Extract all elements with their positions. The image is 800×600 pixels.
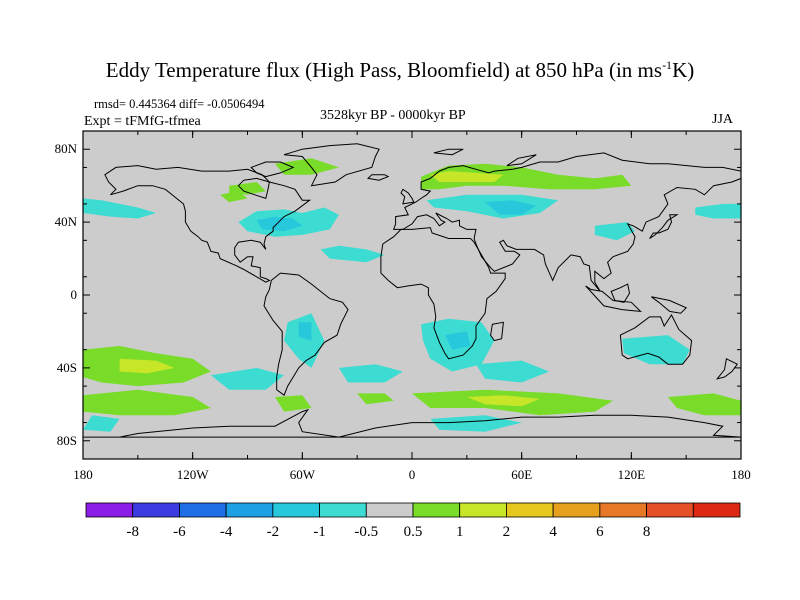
season-label: JJA [712,112,734,127]
colorbar-swatch [552,502,601,518]
neg-patch-south-atlantic [338,364,403,383]
colorbar-label: 1 [456,524,464,540]
colorbar-label: -8 [126,524,139,540]
coastline-svalbard [433,148,464,156]
pos-patch-europe-mid [430,171,504,182]
colorbar-label: -1 [313,524,326,540]
pos-patch-drake [274,395,312,412]
lon-tick-label: 60W [290,467,316,482]
experiment-label: Expt = tFMfG-tfmea [84,114,201,129]
colorbar-label: 0.5 [404,524,423,540]
colorbar: -8 -6 -4 -2 -1 -0.5 0.5 1 2 4 6 8 [85,502,741,540]
neg-patch-south-indian [476,360,550,383]
pos-patch-southern-ocean-east [667,393,741,416]
neg-patch-australia [622,335,690,365]
colorbar-swatch [225,502,274,518]
colorbar-label: -2 [267,524,280,540]
stats-text: rmsd= 0.445364 diff= -0.0506494 [94,97,265,111]
colorbar-swatch [132,502,180,518]
pos-patch-south-pacific-mid [119,358,175,374]
coastline-japan [649,214,679,239]
coastline-baffin [250,161,295,178]
colorbar-swatch [272,502,320,518]
neg-patch-subtropical-atlantic [320,245,385,263]
neg-patch-north-atlantic-core [256,216,303,232]
pos-patch-southern-ocean-west [83,389,211,416]
coastline-novaya-zemlya [506,154,537,167]
lat-tick-label: 0 [71,287,78,302]
coastline-indonesia [585,285,642,313]
lon-tick-label: 180 [73,467,93,482]
colorbar-label: -0.5 [354,524,378,540]
colorbar-label: 8 [643,524,651,540]
pos-patch-arctic-america [274,158,339,175]
coastline-greenland [283,143,380,187]
coastline-africa [380,227,506,360]
coastline-hudson-bay [237,177,270,200]
colorbar-swatch [646,502,694,518]
neg-patch-north-pacific-east [695,203,741,219]
colorbar-label: -4 [220,524,233,540]
colorbar-label: -6 [173,524,186,540]
coastline-madagascar [490,321,504,342]
lat-tick-label: 80S [57,433,77,448]
colorbar-swatch [599,502,647,518]
neg-patch-ross-sea [83,415,120,432]
colorbar-swatch [179,502,227,518]
neg-patch-north-pacific-west [83,198,157,219]
pos-patch-south-atlantic [357,393,394,405]
neg-patch-south-america-core [298,322,312,341]
neg-patch-south-pacific [210,367,285,390]
coastline-borneo [610,283,631,303]
coastline-iceland [367,174,390,181]
coastlines [83,143,741,438]
map-title: Eddy Temperature flux (High Pass, Bloomf… [105,58,695,82]
colorbar-label: 6 [596,524,604,540]
colorbar-swatch [365,502,414,518]
coastline-eurasia [392,152,741,292]
lon-tick-label: 0 [409,467,416,482]
lon-tick-label: 60E [511,467,532,482]
lon-tick-label: 120W [177,467,210,482]
lat-tick-label: 80N [55,141,78,156]
neg-patch-south-america [284,313,325,368]
axis-ticks: 80N 40N 0 40S 80S 180 120W 60W 0 60E 120E 180 [55,130,751,482]
pos-patch-hudson [220,191,248,203]
coastline-australia [619,314,693,365]
coastline-new-zealand [715,358,739,380]
lat-tick-label: 40S [57,360,77,375]
lat-tick-label: 40N [55,214,78,229]
colorbar-label: 2 [503,524,511,540]
colorbar-swatch [412,502,461,518]
colorbar-swatch [85,502,134,518]
neg-patch-southern-africa-core [444,331,471,350]
colorbar-swatch [319,502,367,518]
pos-patch-southern-ocean-central-mid [466,395,540,407]
neg-patch-china [594,222,635,241]
coastline-new-guinea [651,296,688,314]
lon-tick-label: 120E [618,467,646,482]
pos-patch-europe [421,163,632,190]
neg-patch-central-asia-core [485,200,537,215]
coastline-antarctica [83,408,741,438]
lon-tick-label: 180 [731,467,751,482]
colorbar-swatch [692,502,741,518]
period-label: 3528kyr BP - 0000kyr BP [320,108,466,123]
colorbar-swatch [506,502,554,518]
colorbar-swatch [459,502,507,518]
coastline-british-isles [400,188,415,205]
coastline-north-america [104,165,312,283]
colorbar-label: 4 [549,524,557,540]
coastline-south-america [263,272,349,396]
